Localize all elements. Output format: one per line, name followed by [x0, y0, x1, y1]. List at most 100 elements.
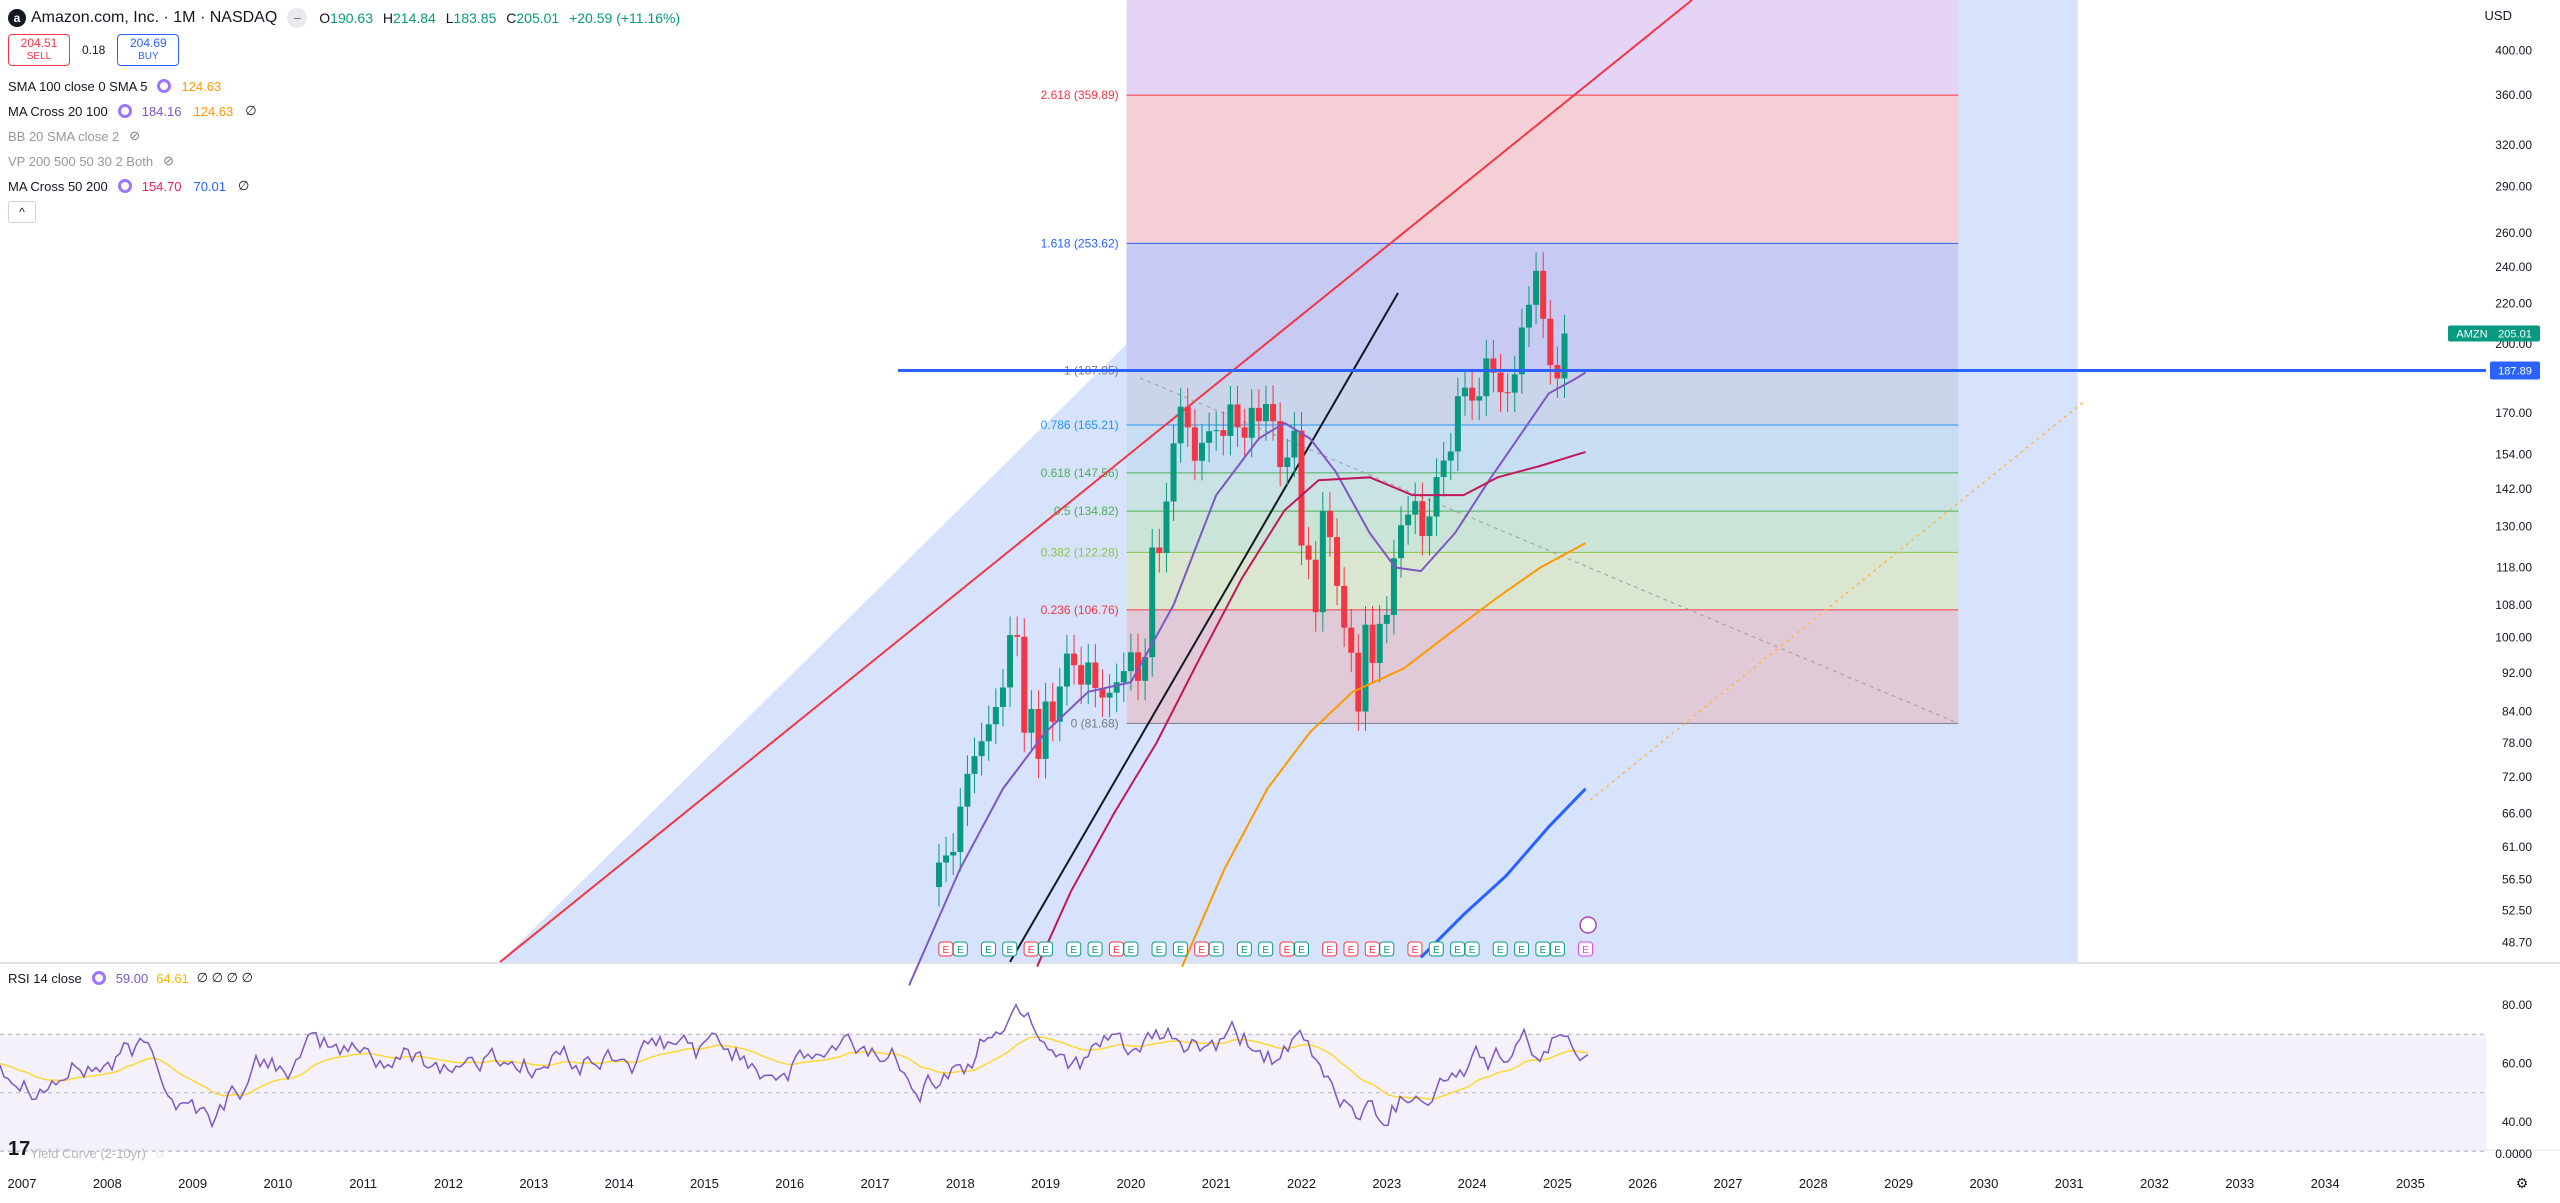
sell-button[interactable]: 204.51 SELL: [8, 34, 70, 66]
candle-body: [1511, 374, 1518, 393]
candle-body: [1348, 627, 1355, 653]
indicator-settings-icon[interactable]: [117, 179, 132, 193]
earnings-marker-label: E: [985, 945, 992, 956]
spread-value: 0.18: [82, 43, 106, 57]
tradingview-logo[interactable]: 17: [8, 1138, 31, 1160]
candle-body: [1476, 396, 1483, 401]
candle-body: [1398, 525, 1405, 559]
earnings-marker-label: E: [1469, 945, 1476, 956]
earnings-marker-label: E: [1383, 945, 1390, 956]
rsi-legend[interactable]: RSI 14 close 59.00 64.61 ∅ ∅ ∅ ∅: [8, 970, 253, 986]
hline-badge-text: 187.89: [2498, 365, 2532, 377]
candle-body: [1149, 547, 1156, 658]
candle-body: [1206, 431, 1213, 443]
earnings-marker-label: E: [1454, 945, 1461, 956]
indicator-row[interactable]: VP 200 500 50 30 2 Both ⊘: [8, 151, 184, 171]
eye-hidden-icon[interactable]: ⊘: [129, 128, 141, 143]
indicator-row[interactable]: MA Cross 20 100 184.16 124.63 ∅: [8, 101, 269, 121]
candle-body: [1440, 460, 1447, 478]
earnings-marker: [1279, 941, 1295, 957]
time-axis-label: 2009: [178, 1176, 207, 1191]
time-axis-label: 2013: [519, 1176, 548, 1191]
earnings-marker: [1407, 941, 1423, 957]
gear-icon: ⚙: [2516, 1175, 2529, 1191]
candle-body: [1454, 396, 1461, 452]
indicator-name: SMA 100 close 0 SMA 5: [8, 78, 148, 94]
symbol-title[interactable]: Amazon.com, Inc. · 1M · NASDAQ: [31, 9, 278, 26]
hline-badge: [2490, 361, 2540, 380]
earnings-marker: [1492, 941, 1508, 957]
indicator-row[interactable]: SMA 100 close 0 SMA 5 124.63: [8, 76, 233, 96]
earnings-marker-label: E: [1497, 945, 1504, 956]
price-axis-label: 100.00: [2495, 631, 2532, 645]
time-axis-label: 2014: [605, 1176, 634, 1191]
earnings-marker: [1066, 941, 1082, 957]
yield-curve-label: Yield Curve (2-10yr): [30, 1146, 146, 1161]
fib-label: 0.382 (122.28): [1041, 545, 1119, 559]
candle-body: [1362, 624, 1369, 712]
time-axis-label: 2027: [1714, 1176, 1743, 1191]
indicator-value: 124.63: [181, 78, 222, 94]
candle-body: [1035, 708, 1042, 759]
earnings-marker: [1258, 941, 1274, 957]
minus-icon[interactable]: −: [287, 8, 308, 28]
candle-body: [1504, 392, 1511, 394]
candle-body: [1305, 545, 1312, 560]
candle-body: [1071, 653, 1078, 666]
candle-body: [1419, 501, 1426, 537]
currency-label[interactable]: USD: [2484, 8, 2512, 23]
ma50-line: [1036, 451, 1586, 967]
earnings-marker: [1379, 941, 1395, 957]
candle-body: [950, 851, 957, 856]
earnings-marker: [1294, 941, 1309, 957]
earnings-marker: [1023, 941, 1039, 957]
time-axis-label: 2025: [1543, 1176, 1572, 1191]
collapse-legend-button[interactable]: ^: [8, 201, 36, 223]
indicator-row[interactable]: BB 20 SMA close 2 ⊘: [8, 126, 150, 146]
indicator-settings-icon[interactable]: [117, 104, 132, 118]
candle-body: [1156, 547, 1163, 554]
price-badge-text: 205.01: [2498, 329, 2532, 341]
time-axis-label: 2021: [1202, 1176, 1231, 1191]
time-axis-label: 2007: [8, 1176, 37, 1191]
earnings-marker: [1002, 941, 1018, 957]
candle-body: [1049, 701, 1056, 722]
earnings-marker-label: E: [1156, 945, 1163, 956]
candle-body: [1284, 457, 1291, 468]
candle-body: [1078, 665, 1085, 685]
yield-curve-legend[interactable]: Yield Curve (2-10yr) ◌: [8, 1146, 164, 1161]
earnings-marker-label: E: [1582, 945, 1589, 956]
price-axis-label: 170.00: [2495, 406, 2532, 420]
candle-body: [1291, 430, 1298, 458]
earnings-marker-label: E: [1213, 945, 1220, 956]
earnings-marker-label: E: [1262, 945, 1269, 956]
indicator-settings-icon[interactable]: [157, 79, 172, 93]
indicator-value: 184.16: [141, 103, 182, 119]
indicator-value: 154.70: [141, 178, 182, 194]
earnings-marker-label: E: [1554, 945, 1561, 956]
candle-body: [1461, 387, 1468, 397]
symbol-badge: [2448, 325, 2496, 342]
earnings-marker-label: E: [1113, 945, 1120, 956]
time-axis-label: 2016: [775, 1176, 804, 1191]
price-axis-label: 48.70: [2502, 935, 2532, 949]
candle-body: [1056, 686, 1063, 722]
dividend-flash-icon: [1579, 916, 1597, 934]
candle-body: [1227, 404, 1234, 436]
candle-body: [1177, 406, 1184, 444]
candle-body: [964, 773, 971, 807]
indicator-row[interactable]: MA Cross 50 200 154.70 70.01 ∅: [8, 176, 261, 196]
candle-body: [1561, 333, 1568, 379]
price-axis-label: 108.00: [2495, 598, 2532, 612]
earnings-marker-label: E: [1412, 945, 1419, 956]
candle-body: [971, 756, 978, 774]
candle-body: [992, 706, 999, 725]
candle-body: [1241, 427, 1248, 438]
candle-body: [1184, 406, 1191, 428]
eye-hidden-icon[interactable]: ⊘: [163, 153, 174, 168]
rsi-settings-icon[interactable]: [91, 971, 106, 985]
buy-button[interactable]: 204.69 BUY: [117, 34, 180, 66]
indicator-name: MA Cross 50 200: [8, 178, 108, 194]
